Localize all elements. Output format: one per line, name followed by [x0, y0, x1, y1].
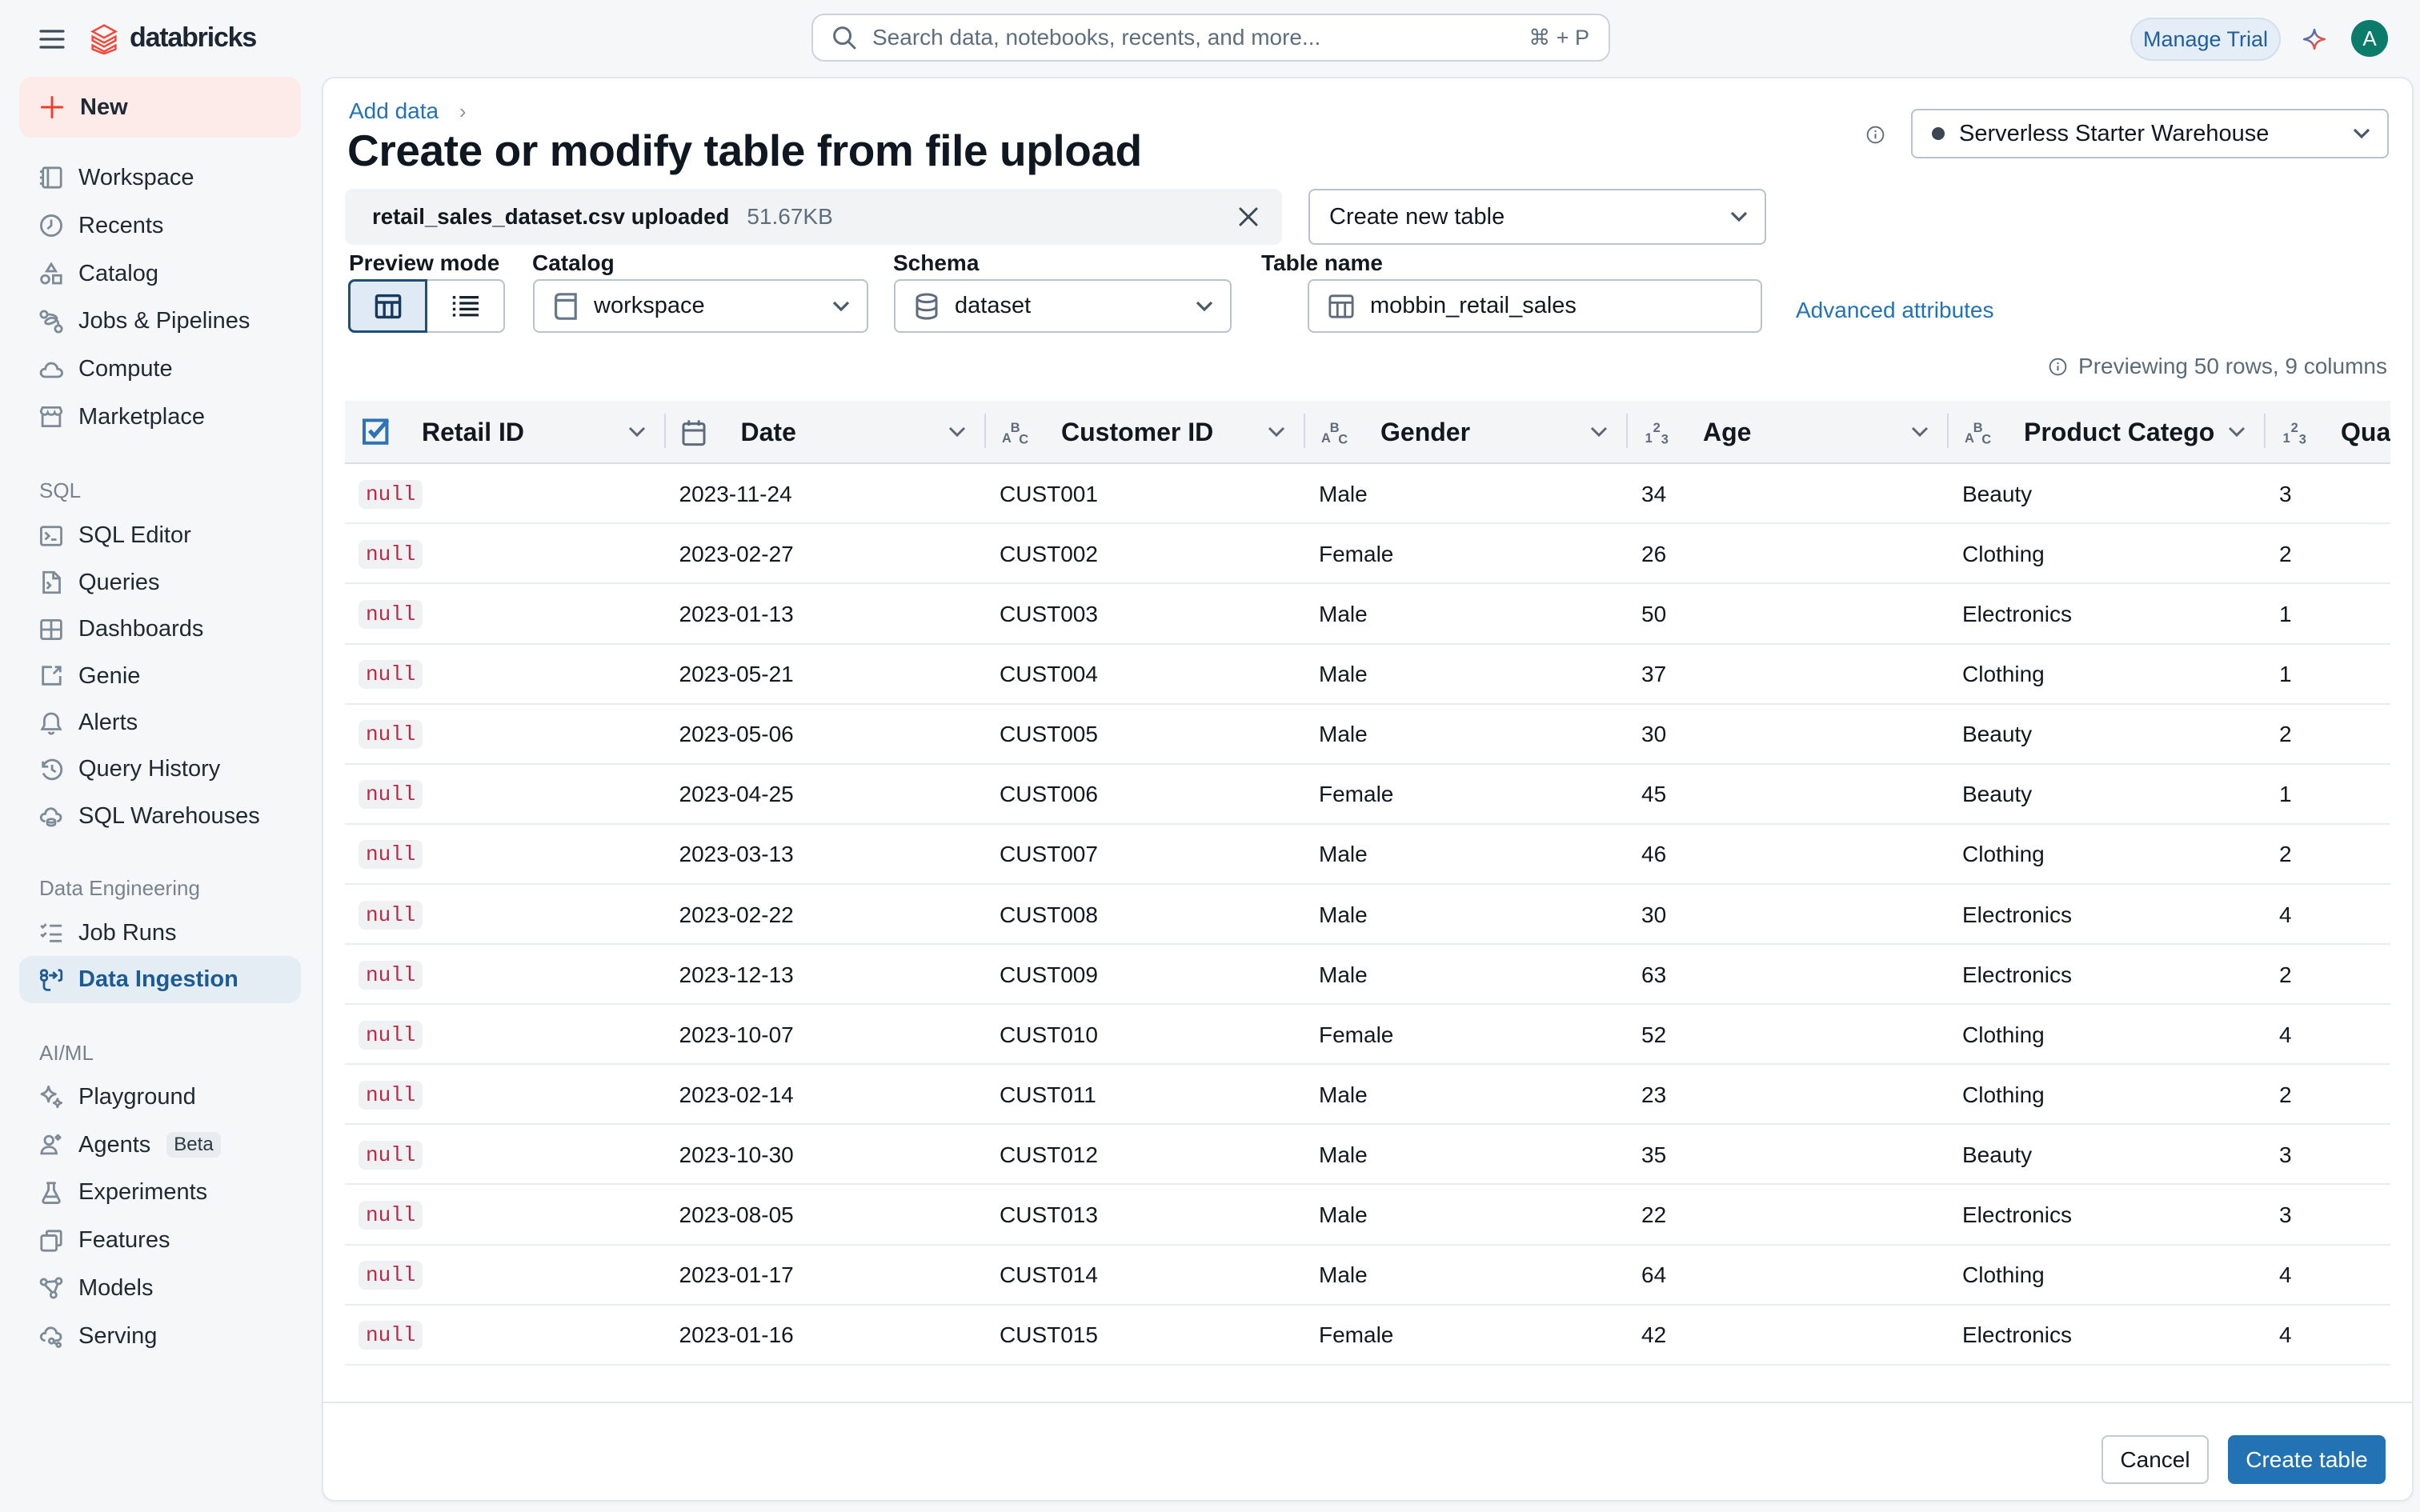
svg-text:C: C	[1338, 432, 1348, 445]
svg-text:2: 2	[2291, 421, 2298, 435]
svg-text:A: A	[1965, 431, 1974, 446]
svg-text:3: 3	[2299, 432, 2306, 445]
svg-text:A: A	[1002, 431, 1012, 446]
svg-text:A: A	[1321, 431, 1331, 446]
svg-text:2: 2	[1653, 421, 1661, 435]
svg-text:1: 1	[1645, 431, 1653, 446]
svg-text:B: B	[1973, 421, 1983, 435]
svg-text:C: C	[1019, 432, 1028, 445]
svg-text:1: 1	[2283, 431, 2290, 446]
svg-text:B: B	[1011, 421, 1020, 435]
svg-text:C: C	[1981, 432, 1991, 445]
svg-text:B: B	[1330, 421, 1340, 435]
svg-text:3: 3	[1661, 432, 1669, 445]
